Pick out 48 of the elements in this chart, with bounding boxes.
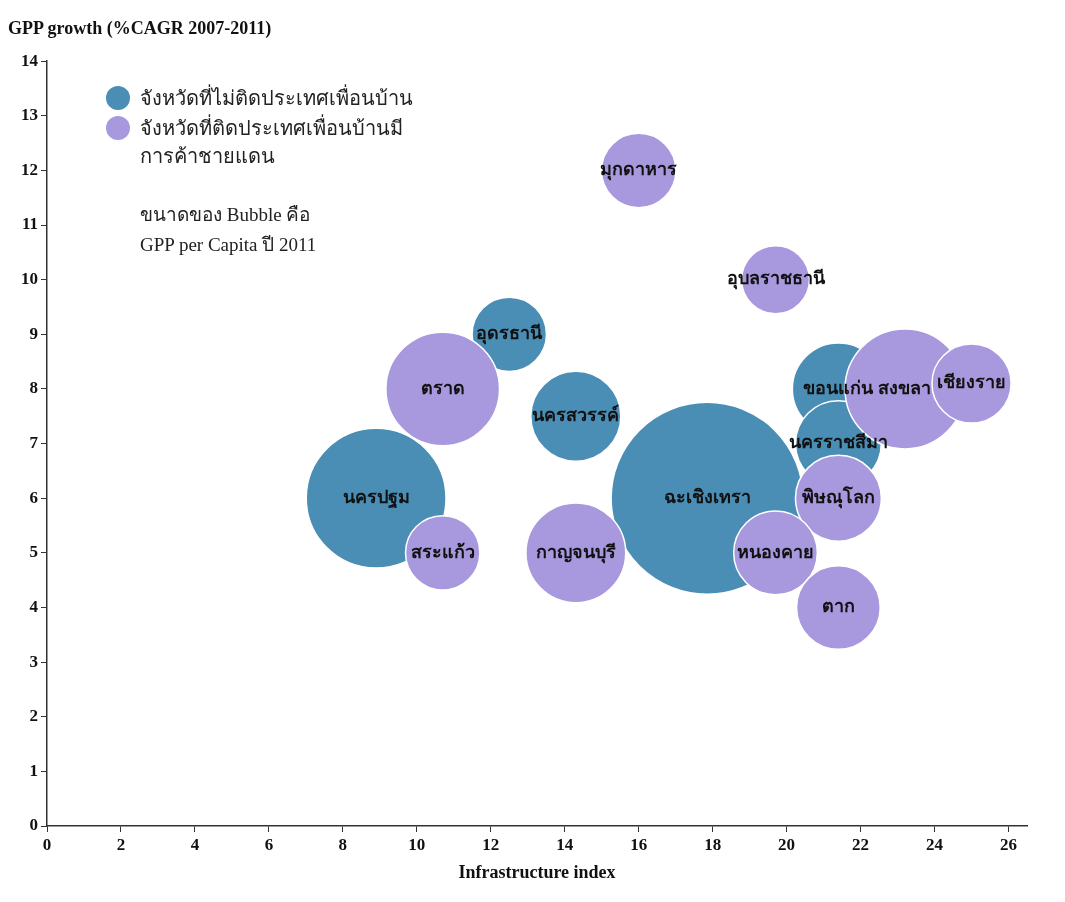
y-tick-label: 3 <box>29 651 38 671</box>
y-tick-label: 0 <box>29 815 38 835</box>
x-tick-label: 2 <box>116 834 126 854</box>
y-tick-label: 5 <box>29 542 38 562</box>
y-tick-label: 6 <box>29 487 38 507</box>
annotation: กาญจนบุรี <box>535 541 616 564</box>
y-tick-label: 7 <box>29 432 39 452</box>
y-tick-label: 13 <box>21 105 38 125</box>
annotation: ตราด <box>420 377 465 398</box>
legend-label: จังหวัดที่ไม่ติดประเทศเพื่อนบ้าน <box>140 84 414 111</box>
y-tick-label: 14 <box>21 50 39 70</box>
x-tick-label: 0 <box>42 834 52 854</box>
x-tick-label: 20 <box>778 834 796 854</box>
annotation: สงขลา <box>878 377 932 398</box>
y-axis-title: GPP growth (%CAGR 2007-2011) <box>8 17 273 40</box>
y-tick-label: 4 <box>29 596 39 616</box>
annotation: ตาก <box>821 596 855 617</box>
x-tick-label: 6 <box>264 834 274 854</box>
x-axis-title: Infrastructure index <box>458 861 616 882</box>
legend-label: จังหวัดที่ติดประเทศเพื่อนบ้านมีการค้าชายแดน <box>140 114 404 169</box>
annotation: ขนาดของ Bubble คือ GPP per Capita ปี 2011 <box>140 203 317 257</box>
x-tick-label: 14 <box>556 834 574 854</box>
annotation: สระแก้ว <box>410 541 475 562</box>
annotation: นครสวรรค์ <box>532 403 620 425</box>
y-tick-label: 9 <box>29 323 38 343</box>
annotation: อุบลราชธานี <box>726 268 826 291</box>
y-tick-label: 12 <box>21 159 38 179</box>
annotation: พิษณุโลก <box>801 485 875 509</box>
x-tick-label: 8 <box>338 834 348 854</box>
x-tick-label: 24 <box>926 834 944 854</box>
annotation: เชียงราย <box>937 372 1007 393</box>
x-tick-label: 4 <box>190 834 200 854</box>
x-tick-label: 26 <box>1000 834 1018 854</box>
y-tick-label: 10 <box>21 269 38 289</box>
y-tick-label: 2 <box>29 706 38 726</box>
annotation: มุกดาหาร <box>600 159 678 182</box>
x-tick-label: 10 <box>408 834 426 854</box>
x-tick-label: 12 <box>482 834 500 854</box>
annotation: ฉะเชิงเทรา <box>663 486 751 507</box>
annotation: หนองคาย <box>737 541 815 562</box>
annotation: นครปฐม <box>342 486 410 509</box>
y-tick-label: 11 <box>21 214 38 234</box>
x-tick-label: 22 <box>852 834 870 854</box>
y-tick-label: 8 <box>29 378 38 398</box>
annotation: อุดรธานี <box>476 323 544 345</box>
x-tick-label: 16 <box>630 834 648 854</box>
y-tick-label: 1 <box>29 760 38 780</box>
x-tick-label: 18 <box>704 834 722 854</box>
